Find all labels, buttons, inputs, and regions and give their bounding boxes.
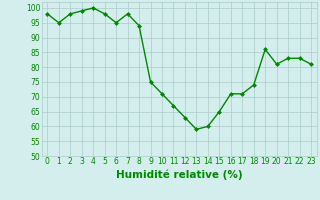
X-axis label: Humidité relative (%): Humidité relative (%) xyxy=(116,169,243,180)
